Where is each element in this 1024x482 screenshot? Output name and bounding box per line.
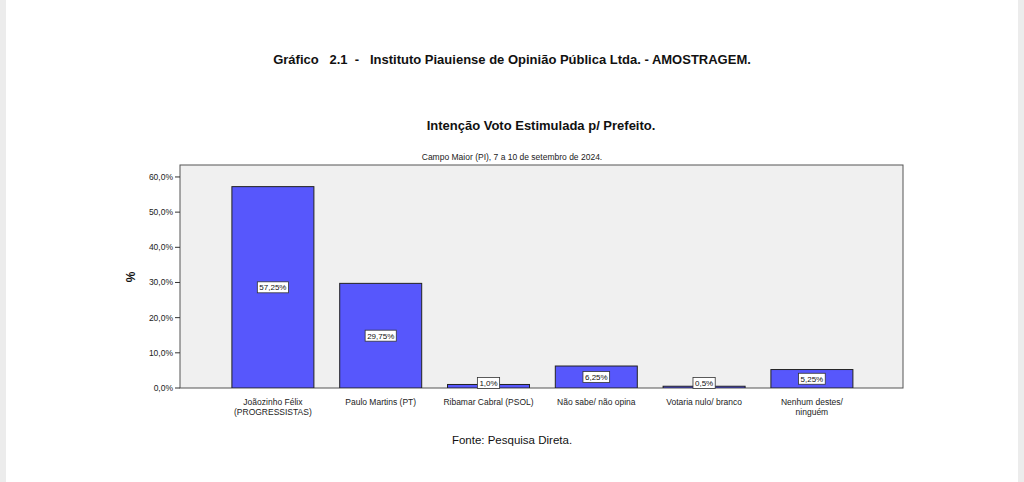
y-tick (175, 388, 180, 389)
bar (555, 366, 637, 388)
bar (771, 370, 853, 388)
bar (232, 187, 314, 388)
y-tick (175, 247, 180, 248)
labels: Joãozinho Félix(PROGRESSISTAS) 57,25% Paul… (234, 282, 843, 417)
data-label-box (257, 282, 288, 293)
data-label: 29,75% (367, 332, 394, 341)
y-tick (175, 282, 180, 283)
source: Fonte: Pesquisa Direta. (452, 434, 572, 446)
y-tick-label: 20,0% (149, 313, 174, 323)
y-tick-label: 30,0% (149, 277, 174, 287)
data-label: 0,5% (695, 379, 713, 388)
y-tick-label: 50,0% (149, 207, 174, 217)
data-label: 5,25% (801, 375, 824, 384)
y-tick-label: 0,0% (154, 383, 174, 393)
y-axis-label: % (124, 271, 138, 282)
y-tick-label: 40,0% (149, 242, 174, 252)
data-label: 1,0% (479, 379, 497, 388)
plot-area (180, 165, 903, 388)
x-tick-label: Joãozinho Félix(PROGRESSISTAS) (234, 397, 312, 417)
title: Gráfico 2.1 - Instituto Piauiense de Opi… (273, 52, 751, 67)
bars (232, 187, 853, 388)
x-tick-label: Paulo Martins (PT) (345, 397, 416, 407)
x-tick-label: Votaria nulo/ branco (666, 397, 742, 407)
y-tick (175, 212, 180, 213)
y-tick (175, 317, 180, 318)
page-border (1018, 0, 1024, 482)
data-label-box (365, 330, 396, 341)
data-label: 57,25% (259, 283, 286, 292)
x-tick-label: Ribamar Cabral (PSOL) (443, 397, 533, 407)
data-label-box (799, 373, 826, 384)
x-tick-label: Não sabe/ não opina (557, 397, 636, 407)
data-label: 6,25% (585, 373, 608, 382)
data-label-box (583, 372, 610, 383)
page-border (0, 0, 6, 482)
subtitle: Intenção Voto Estimulada p/ Prefeito. (427, 118, 656, 133)
y-tick (175, 352, 180, 353)
y-tick-label: 60,0% (149, 172, 174, 182)
x-tick-label: Nenhum destes/ninguém (781, 397, 844, 417)
chart: Gráfico 2.1 - Instituto Piauiense de Opi… (0, 0, 1024, 482)
annotation: Campo Maior (PI), 7 a 10 de setembro de … (422, 152, 602, 162)
y-tick-label: 10,0% (149, 348, 174, 358)
y-tick (175, 176, 180, 177)
bar (340, 283, 422, 388)
data-label-box (477, 378, 499, 389)
data-label-box (693, 378, 715, 389)
